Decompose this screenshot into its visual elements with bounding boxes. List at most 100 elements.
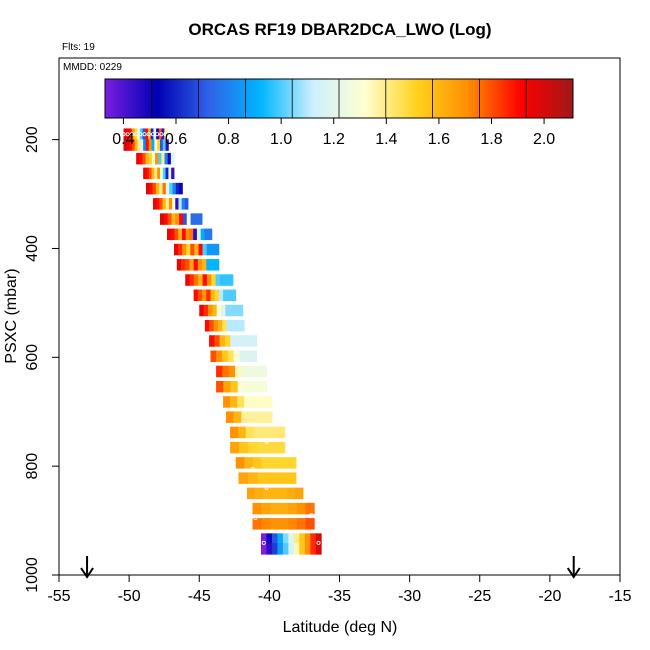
heatmap-cell <box>139 152 143 165</box>
heatmap-cell <box>241 365 249 378</box>
heatmap-cell <box>148 139 152 151</box>
heatmap-cell <box>223 396 231 408</box>
colorbar-segment <box>157 79 161 118</box>
heatmap-cell <box>181 259 186 271</box>
colorbar-segment <box>344 79 348 118</box>
heatmap-cell <box>178 228 183 241</box>
heatmap-cell <box>276 472 287 484</box>
heatmap-cells <box>123 128 322 555</box>
heatmap-cell <box>244 457 254 469</box>
heatmap-cell <box>167 152 172 165</box>
colorbar-tick-label: 1.2 <box>323 131 345 148</box>
colorbar-segment <box>120 79 124 118</box>
heatmap-cell <box>261 426 270 439</box>
colorbar-segment <box>513 79 517 118</box>
heatmap-cell <box>196 228 202 241</box>
heatmap-cell <box>181 228 187 241</box>
heatmap-cell <box>158 152 162 165</box>
colorbar-segment <box>518 79 522 118</box>
flights-label: Flts: 19 <box>62 42 95 53</box>
heatmap-cell <box>123 139 127 151</box>
heatmap-cell <box>126 128 130 140</box>
heatmap-cell <box>216 365 223 378</box>
colorbar-segment <box>216 79 220 118</box>
heatmap-cell <box>197 289 203 302</box>
marker-point <box>253 515 258 520</box>
heatmap-cell <box>172 198 176 210</box>
colorbar-segment <box>346 79 350 118</box>
heatmap-cell <box>151 152 156 165</box>
colorbar-segment <box>479 79 483 118</box>
colorbar-segment <box>349 79 353 118</box>
marker-point <box>264 485 269 490</box>
heatmap-cell <box>204 320 210 332</box>
heatmap-cell <box>179 213 184 225</box>
heatmap-cell <box>266 543 273 555</box>
heatmap-cell <box>253 365 261 378</box>
chart-title: ORCAS RF19 DBAR2DCA_LWO (Log) <box>188 20 491 39</box>
colorbar-segment <box>432 79 436 118</box>
heatmap-cell <box>161 152 165 165</box>
heatmap-cell <box>159 213 165 225</box>
colorbar-segment <box>196 79 200 118</box>
heatmap-cell <box>235 320 241 332</box>
heatmap-cell <box>193 274 199 286</box>
heatmap-cell <box>305 518 315 530</box>
colorbar-segment <box>224 79 228 118</box>
marker-point <box>221 409 226 414</box>
colorbar-segment <box>461 79 465 118</box>
heatmap-cell <box>276 426 286 439</box>
colorbar-segment <box>521 79 525 118</box>
heatmap-cell <box>193 289 199 302</box>
colorbar-segment <box>393 79 397 118</box>
heatmap-cell <box>197 259 203 271</box>
heatmap-cell <box>145 152 150 165</box>
colorbar-segment <box>188 79 192 118</box>
heatmap-cell <box>235 365 242 378</box>
heatmap-cell <box>246 335 252 347</box>
colorbar-segment <box>492 79 496 118</box>
heatmap-cell <box>190 243 195 256</box>
heatmap-cell <box>165 198 170 210</box>
marker-point <box>163 132 168 137</box>
heatmap-cell <box>154 139 158 151</box>
marker-point <box>125 132 130 137</box>
marker-point <box>236 360 241 365</box>
colorbar-segment <box>209 79 213 118</box>
colorbar-segment <box>427 79 431 118</box>
y-tick-label: 400 <box>24 235 41 262</box>
heatmap-cell <box>214 243 220 256</box>
colorbar-segment <box>560 79 564 118</box>
heatmap-cell <box>261 457 271 469</box>
heatmap-cell <box>165 182 170 195</box>
colorbar-segment <box>261 79 265 118</box>
marker-point <box>142 132 147 137</box>
colorbar-segment <box>463 79 467 118</box>
heatmap-cell <box>162 167 166 180</box>
colorbar-segment <box>183 79 187 118</box>
heatmap-cell <box>269 426 278 439</box>
heatmap-cell <box>241 411 250 423</box>
heatmap-cell <box>206 243 212 256</box>
heatmap-cell <box>199 304 204 317</box>
heatmap-cell <box>208 228 213 241</box>
colorbar-segment <box>300 79 304 118</box>
heatmap-cell <box>147 128 152 140</box>
x-tick-label: -25 <box>468 588 491 605</box>
heatmap-cell <box>217 320 223 332</box>
colorbar-segment <box>268 79 272 118</box>
colorbar-segment <box>333 79 337 118</box>
heatmap-cell <box>189 259 195 271</box>
colorbar-segment <box>274 79 278 118</box>
heatmap-cell <box>149 182 153 195</box>
heatmap-cell <box>270 487 280 500</box>
colorbar-segment <box>443 79 447 118</box>
colorbar-segment <box>385 79 389 118</box>
colorbar-segment <box>164 79 168 118</box>
heatmap-cell <box>134 139 138 151</box>
colorbar-segment <box>170 79 174 118</box>
heatmap-cell <box>148 152 153 165</box>
colorbar-segment <box>177 79 181 118</box>
heatmap-cell <box>181 198 186 210</box>
colorbar-segment <box>515 79 519 118</box>
